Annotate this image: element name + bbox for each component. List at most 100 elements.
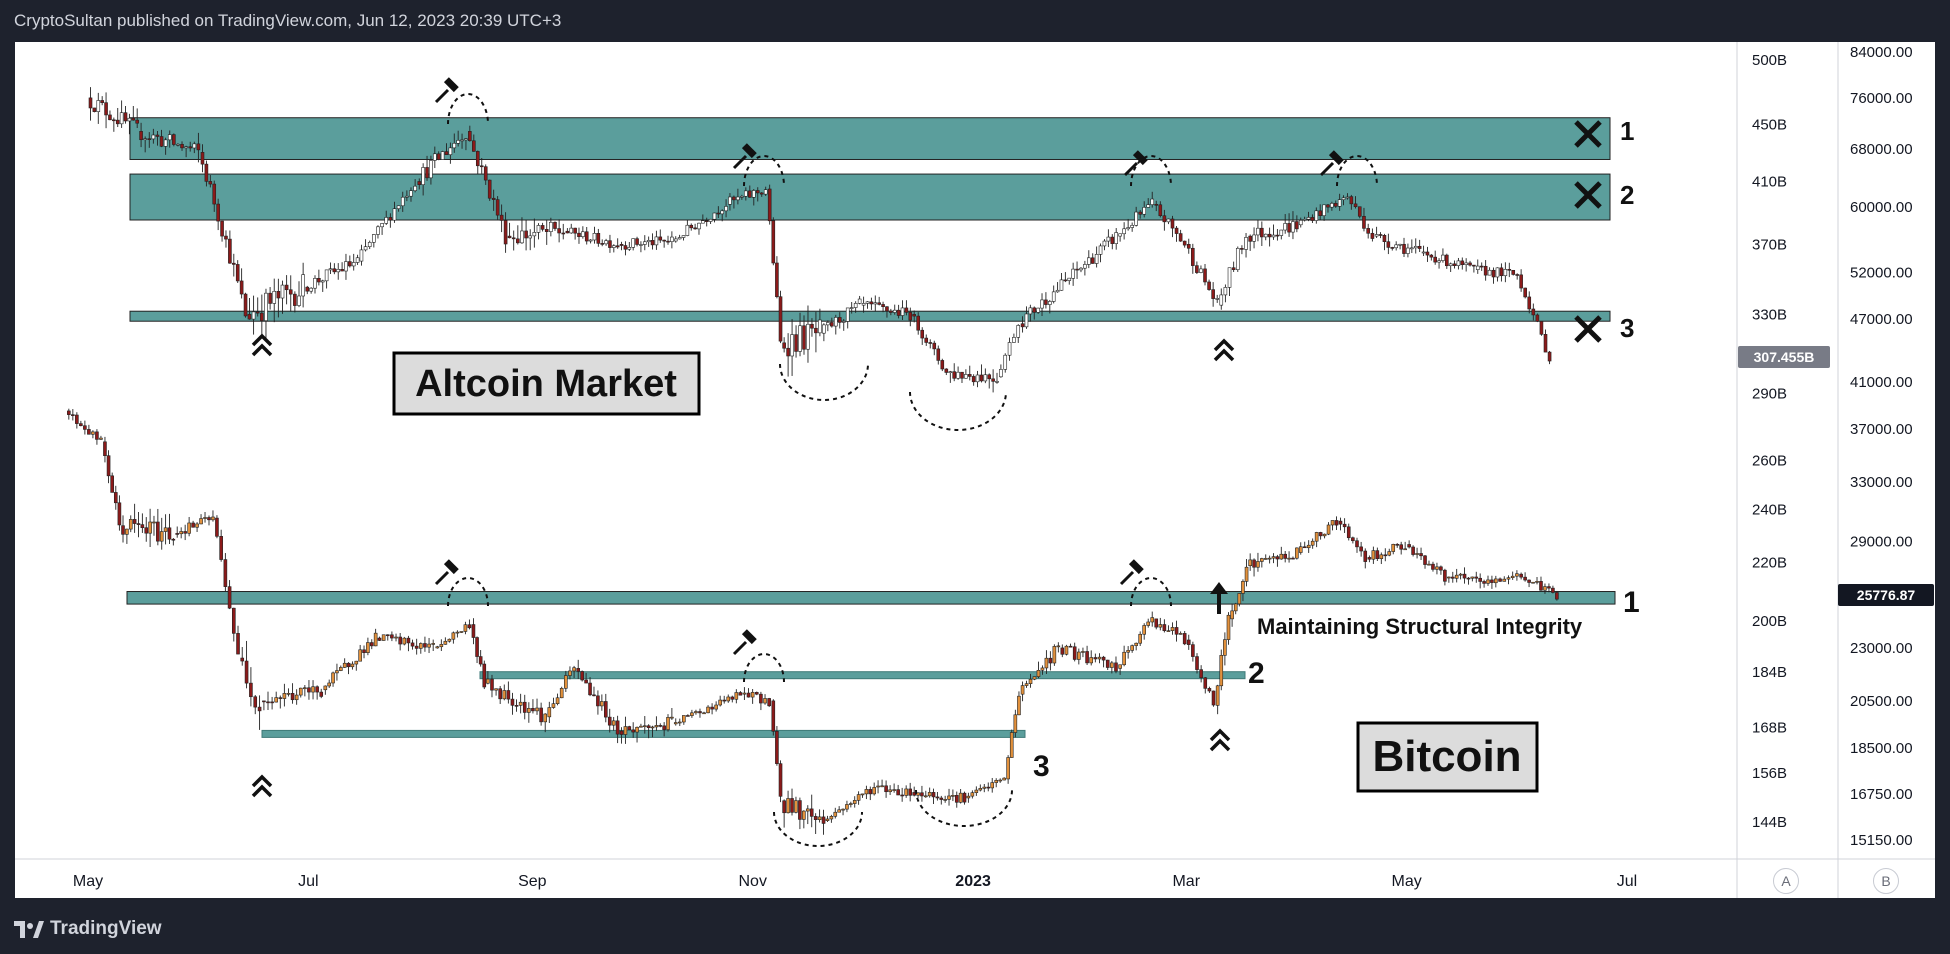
bitcoin-candle [494, 688, 498, 691]
bitcoin-candle [87, 429, 91, 435]
bitcoin-candle [782, 800, 786, 814]
altcoin-candle [748, 190, 752, 198]
auto-scale-button[interactable]: A [1773, 868, 1799, 894]
altcoin-price-scale[interactable]: 500B 450B 410B 370B 330B 290B 260B 240B 220B 200B… [1752, 52, 1787, 831]
footer-bar [0, 898, 1950, 954]
altcoin-candle [1394, 244, 1398, 249]
bitcoin-candle [502, 690, 507, 700]
double-chevron-up-icon [251, 774, 273, 788]
altcoin-candle [1382, 235, 1387, 242]
altcoin-candle [204, 163, 209, 182]
bitcoin-candle [1271, 556, 1276, 559]
altcoin-scale-tick: 370B [1752, 236, 1787, 253]
scale-b-button[interactable]: B [1873, 868, 1899, 894]
altcoin-candle [188, 146, 193, 149]
altcoin-candle [1134, 211, 1138, 226]
bitcoin-candle [821, 816, 826, 824]
altcoin-candle [112, 119, 116, 122]
altcoin-candle [448, 147, 453, 156]
bitcoin-candle [1006, 757, 1010, 780]
publish-header: CryptoSultan published on TradingView.co… [0, 0, 1950, 42]
bitcoin-scale-tick: 52000.00 [1850, 265, 1913, 282]
bitcoin-candle [759, 693, 763, 704]
top-arc-annotation [1336, 155, 1378, 187]
bitcoin-price-scale[interactable]: 84000.00 76000.00 68000.00 60000.00 52000.00… [1850, 44, 1913, 849]
time-scale[interactable]: May Jul Sep Nov 2023 Mar May Jul [73, 873, 1637, 890]
altcoin-candle [172, 134, 176, 145]
bitcoin-candle [315, 686, 319, 693]
altcoin-candle [192, 143, 197, 149]
double-chevron-up-icon [1213, 338, 1235, 352]
bitcoin-candle [390, 634, 394, 639]
bitcoin-candle [1494, 578, 1498, 584]
bitcoin-candle [1547, 586, 1551, 589]
altcoin-candle [433, 153, 437, 161]
bitcoin-candle [1013, 714, 1018, 733]
altcoin-candle [573, 227, 577, 234]
tradingview-brand[interactable]: TradingView [14, 918, 162, 940]
bitcoin-candle [1490, 579, 1494, 583]
double-chevron-up-icon [1209, 728, 1231, 742]
altcoin-candle [355, 257, 360, 263]
bitcoin-candle [970, 792, 975, 797]
altcoin-candle [1279, 229, 1284, 236]
bitcoin-candle [423, 643, 427, 648]
altcoin-candle [775, 262, 779, 298]
altcoin-candle [468, 131, 472, 142]
bottom-arc-annotation [909, 391, 1007, 431]
bitcoin-candle [1283, 553, 1287, 559]
altcoin-candle [971, 376, 976, 383]
bitcoin-candle [274, 697, 278, 703]
double-chevron-up-icon [1209, 738, 1231, 752]
bitcoin-candle [1395, 543, 1400, 546]
altcoin-candle [623, 245, 628, 250]
altcoin-candle [1511, 269, 1516, 275]
altcoin-candle [309, 287, 313, 292]
altcoin-candle [1215, 298, 1220, 300]
bitcoin-candle [95, 431, 99, 440]
bitcoin-candle [1093, 657, 1098, 660]
bitcoin-candle [1478, 577, 1482, 582]
bitcoin-candle [639, 725, 643, 728]
bitcoin-candle [904, 788, 908, 796]
altcoin-candle [999, 369, 1003, 378]
altcoin-candle [1333, 203, 1338, 207]
bitcoin-candle [431, 643, 435, 645]
altcoin-candle [163, 139, 168, 147]
altcoin-candle [524, 230, 528, 239]
btc-level-number-1: 1 [1623, 586, 1640, 619]
bitcoin-candle [451, 632, 456, 640]
bottom-arc-annotation [779, 363, 869, 401]
cross-icon [1574, 120, 1602, 148]
altcoin-candle [798, 325, 802, 352]
altcoin-candle [1531, 308, 1536, 316]
altcoin-candle [658, 236, 663, 241]
altcoin-candle [584, 231, 589, 242]
altcoin-candle [1535, 314, 1540, 322]
bitcoin-candle [286, 693, 291, 695]
altcoin-candle [1191, 247, 1195, 266]
altcoin-candle [767, 188, 772, 222]
hammer-icon [434, 570, 450, 586]
bitcoin-candle [677, 721, 682, 724]
altcoin-candle [260, 312, 264, 321]
altcoin-candle [108, 114, 112, 121]
double-chevron-up-icon [1213, 348, 1235, 362]
zones-layer [126, 117, 1616, 738]
altcoin-zone-1 [129, 117, 1611, 160]
bitcoin-candle [463, 624, 468, 632]
altcoin-candle [666, 240, 670, 243]
altcoin-candle [1087, 257, 1091, 265]
bitcoin-scale-tick: 41000.00 [1850, 374, 1913, 391]
top-arc-annotation [743, 653, 785, 683]
altcoin-candle [889, 310, 893, 313]
altcoin-candle [1452, 263, 1457, 266]
bitcoin-candle [1146, 621, 1151, 626]
altcoin-candle [720, 210, 725, 215]
bitcoin-candle [75, 414, 79, 424]
altcoin-candle [1386, 241, 1391, 248]
bitcoin-candle [998, 779, 1002, 782]
bitcoin-candle [266, 701, 270, 704]
bitcoin-candle [588, 682, 592, 696]
